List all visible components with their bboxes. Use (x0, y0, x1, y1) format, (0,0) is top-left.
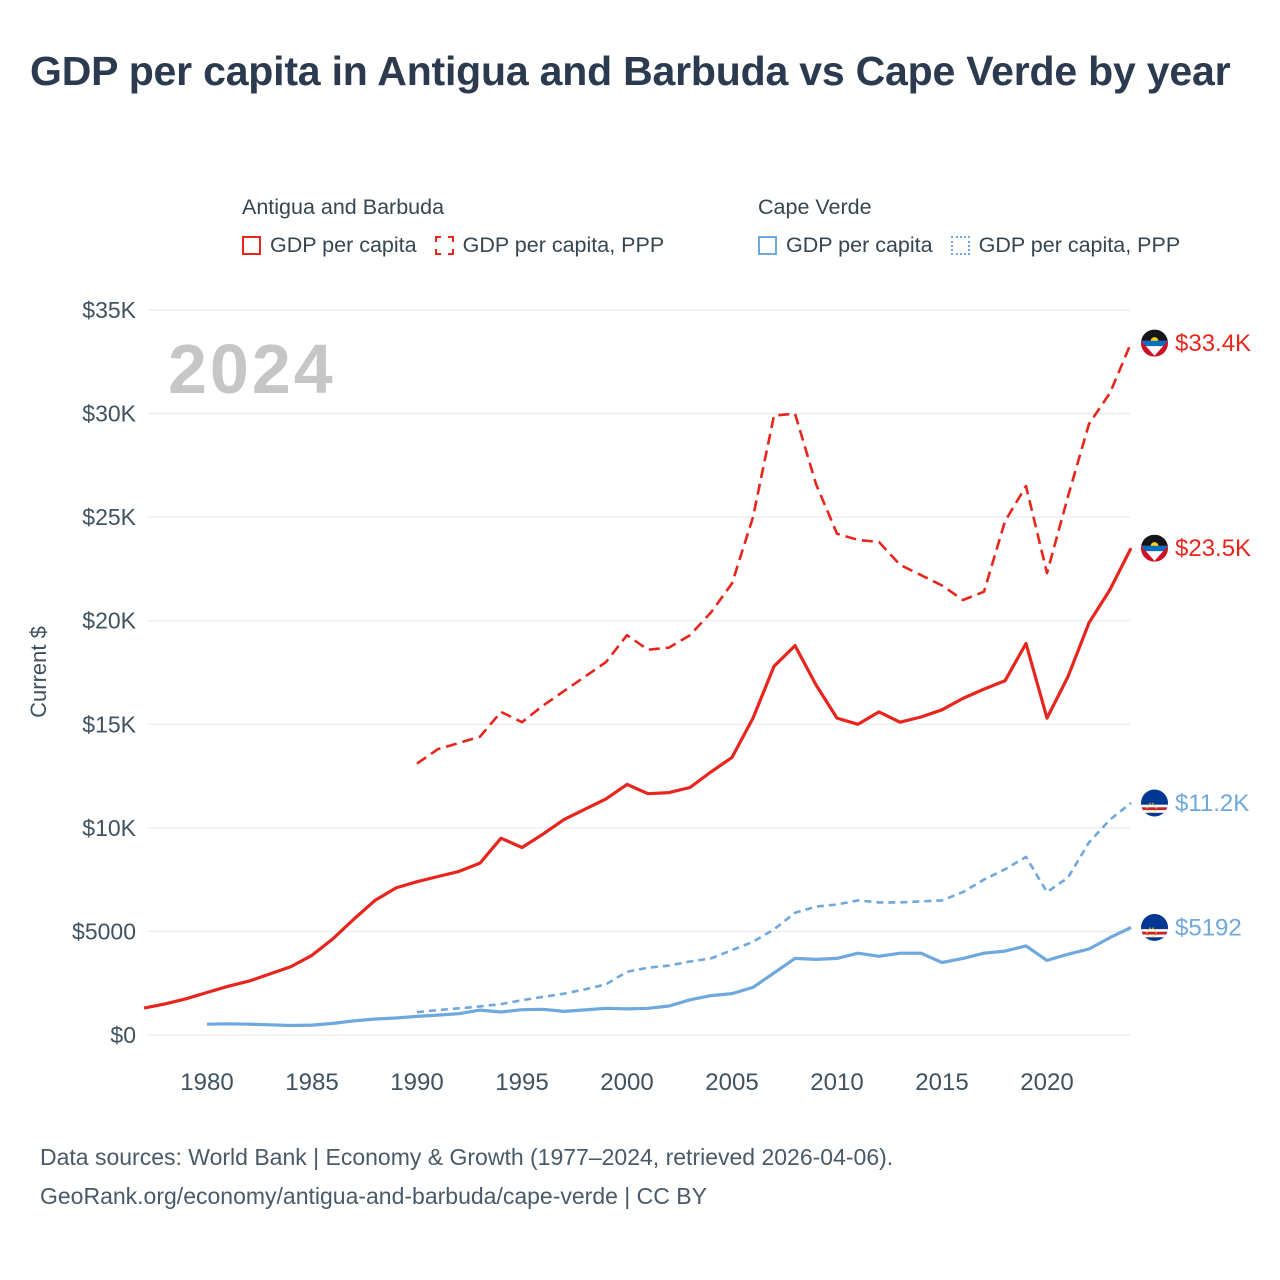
legend-swatch-blue-dotted-icon (950, 236, 970, 255)
legend-group-capeverde-title: Cape Verde (758, 195, 872, 219)
series-line-antigua-gdp-ppp (416, 342, 1133, 765)
antigua-flag-icon (1141, 330, 1168, 357)
x-tick-label: 1980 (180, 1069, 233, 1096)
capeverde-flag-icon (1141, 790, 1168, 817)
y-tick-label: $25K (82, 504, 136, 530)
y-tick-label: $20K (82, 608, 136, 634)
capeverde-flag-icon (1141, 914, 1168, 941)
watermark-year: 2024 (168, 330, 336, 408)
x-tick-label: 2020 (1020, 1069, 1073, 1096)
legend-swatch-red-solid-icon (242, 236, 261, 255)
legend-item-label: GDP per capita (786, 233, 933, 257)
x-tick-label: 1990 (390, 1069, 443, 1096)
legend-item-antigua-gdp[interactable]: GDP per capita (242, 233, 417, 258)
series-end-value: $33.4K (1175, 330, 1251, 357)
legend-item-label: GDP per capita, PPP (462, 233, 665, 257)
series-end-value: $23.5K (1175, 535, 1251, 562)
footer-link[interactable]: GeoRank.org/economy/antigua-and-barbuda/… (40, 1182, 707, 1209)
x-tick-label: 1985 (285, 1069, 338, 1096)
x-tick-label: 2000 (600, 1069, 653, 1096)
series-end-value: $11.2K (1175, 790, 1249, 817)
footer-sources: Data sources: World Bank | Economy & Gro… (40, 1144, 894, 1170)
legend-item-capeverde-gdp-ppp[interactable]: GDP per capita, PPP (950, 233, 1181, 258)
legend-group-antigua: Antigua and Barbuda GDP per capita GDP p… (242, 195, 758, 258)
legend: Antigua and Barbuda GDP per capita GDP p… (242, 195, 1180, 258)
legend-group-antigua-title: Antigua and Barbuda (242, 195, 445, 219)
y-tick-label: $5000 (72, 918, 136, 944)
legend-swatch-blue-solid-icon (758, 236, 777, 255)
page-title: GDP per capita in Antigua and Barbuda vs… (30, 48, 1231, 94)
series-line-capeverde-gdp (206, 926, 1132, 1028)
plot-area: $0 $5000 $10K $15K $20K $25K $30K $35K Current $… (26, 297, 1251, 1096)
y-axis-title: Current $ (26, 626, 51, 718)
y-tick-label: $0 (110, 1022, 136, 1048)
y-tick-label: $30K (82, 401, 136, 427)
series-end-value: $5192 (1175, 914, 1242, 941)
legend-item-antigua-gdp-ppp[interactable]: GDP per capita, PPP (434, 233, 665, 258)
legend-item-label: GDP per capita, PPP (978, 233, 1181, 257)
legend-items-antigua: GDP per capita GDP per capita, PPP (242, 233, 758, 258)
y-tick-label: $15K (82, 711, 136, 737)
x-tick-label: 2005 (705, 1069, 758, 1096)
legend-group-capeverde: Cape Verde GDP per capita GDP per capita… (758, 195, 1180, 258)
antigua-flag-icon (1141, 535, 1168, 562)
x-tick-label: 2015 (915, 1069, 968, 1096)
series-line-antigua-gdp (143, 547, 1133, 1010)
footer: Data sources: World Bank | Economy & Gro… (40, 1138, 893, 1215)
series-line-capeverde-gdp-ppp (416, 801, 1132, 1014)
x-tick-label: 1995 (495, 1069, 548, 1096)
legend-swatch-red-dashed-icon (434, 236, 454, 255)
y-tick-label: $35K (82, 297, 136, 323)
x-tick-label: 2010 (810, 1069, 863, 1096)
y-tick-label: $10K (82, 815, 136, 841)
legend-items-capeverde: GDP per capita GDP per capita, PPP (758, 233, 1180, 258)
legend-item-capeverde-gdp[interactable]: GDP per capita (758, 233, 933, 258)
legend-item-label: GDP per capita (270, 233, 417, 257)
